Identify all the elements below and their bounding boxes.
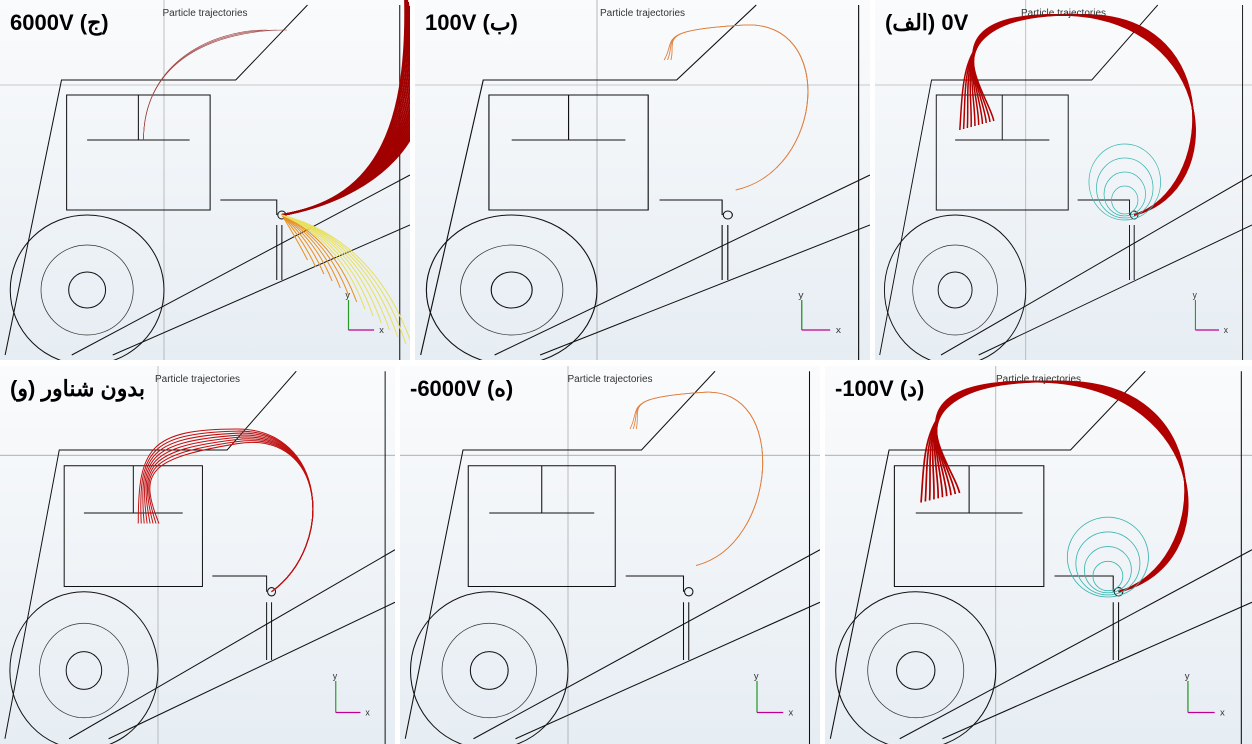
axis-label: x: [836, 326, 841, 336]
panel: yx: [400, 366, 820, 744]
panel: yx: [0, 366, 395, 744]
panel-label: -100V (د): [835, 376, 924, 401]
panel-title: Particle trajectories: [1021, 8, 1106, 19]
panel-label: 100V (ب): [425, 10, 518, 35]
axis-label: x: [1224, 325, 1229, 335]
axis-label: y: [754, 671, 759, 682]
axis-label: y: [345, 290, 350, 300]
axis-label: y: [333, 671, 338, 681]
axis-label: y: [1185, 671, 1190, 682]
panel-title: Particle trajectories: [996, 374, 1081, 385]
panel: yx: [415, 0, 870, 365]
panels: yxParticle trajectories6000V (ج)yxPartic…: [0, 0, 1252, 744]
axis-label: y: [798, 291, 803, 301]
panel: yx: [875, 0, 1252, 365]
panel-label: 6000V (ج): [10, 10, 109, 36]
figure: yxParticle trajectories6000V (ج)yxPartic…: [0, 0, 1252, 744]
panel-label: (و) بدون شناور: [10, 376, 145, 402]
axis-label: x: [789, 708, 794, 719]
panel-title: Particle trajectories: [162, 8, 247, 19]
panel-title: Particle trajectories: [567, 374, 652, 385]
axis-label: y: [1193, 290, 1198, 300]
panel-label: (الف) 0V: [885, 10, 969, 35]
panel: yx: [825, 366, 1252, 744]
panel-title: Particle trajectories: [155, 374, 240, 385]
axis-label: x: [379, 325, 384, 335]
panel: yx: [0, 0, 425, 365]
panel-title: Particle trajectories: [600, 8, 685, 19]
axis-label: x: [1220, 708, 1225, 719]
panel-label: -6000V (ه): [410, 376, 513, 401]
axis-label: x: [365, 707, 370, 717]
